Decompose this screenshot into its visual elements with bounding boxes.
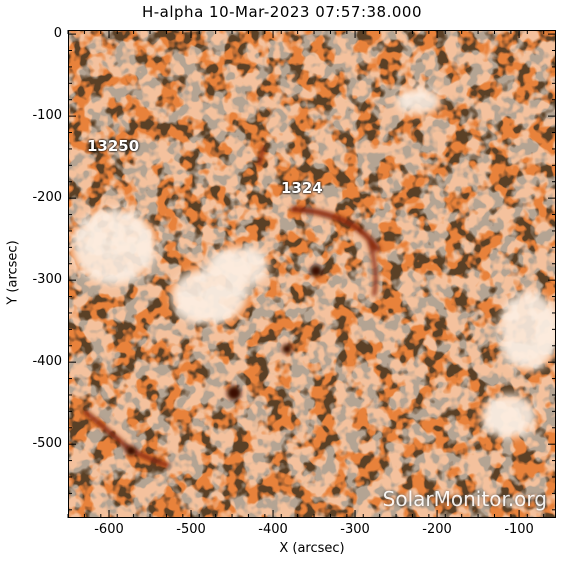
- x-tick-label: -100: [504, 522, 534, 537]
- x-tick-label: -200: [422, 522, 452, 537]
- x-tick-label: -300: [340, 522, 370, 537]
- y-tick-label: -200: [32, 190, 62, 206]
- active-region-label: 13250: [87, 137, 140, 155]
- watermark-text: SolarMonitor.org: [382, 487, 547, 511]
- x-tick-label: -600: [94, 522, 124, 537]
- plage-regions: [72, 87, 555, 438]
- x-axis-label: X (arcsec): [279, 541, 345, 556]
- x-tick-label: -400: [258, 522, 288, 537]
- y-axis-label: Y (arcsec): [5, 240, 21, 305]
- active-region-label: 1324: [281, 179, 323, 197]
- y-tick-label: -300: [32, 272, 62, 288]
- y-tick-label: -100: [32, 108, 62, 124]
- image-frame: 13250 1324 SolarMonitor.org: [68, 30, 556, 518]
- y-tick-label: -400: [32, 354, 62, 370]
- x-tick-label: -500: [176, 522, 206, 537]
- dark-spots: [126, 265, 322, 456]
- halpha-image: [69, 31, 555, 517]
- y-tick-label: -500: [32, 436, 62, 452]
- y-tick-label: 0: [53, 26, 62, 42]
- plot-title: H-alpha 10-Mar-2023 07:57:38.000: [141, 3, 422, 21]
